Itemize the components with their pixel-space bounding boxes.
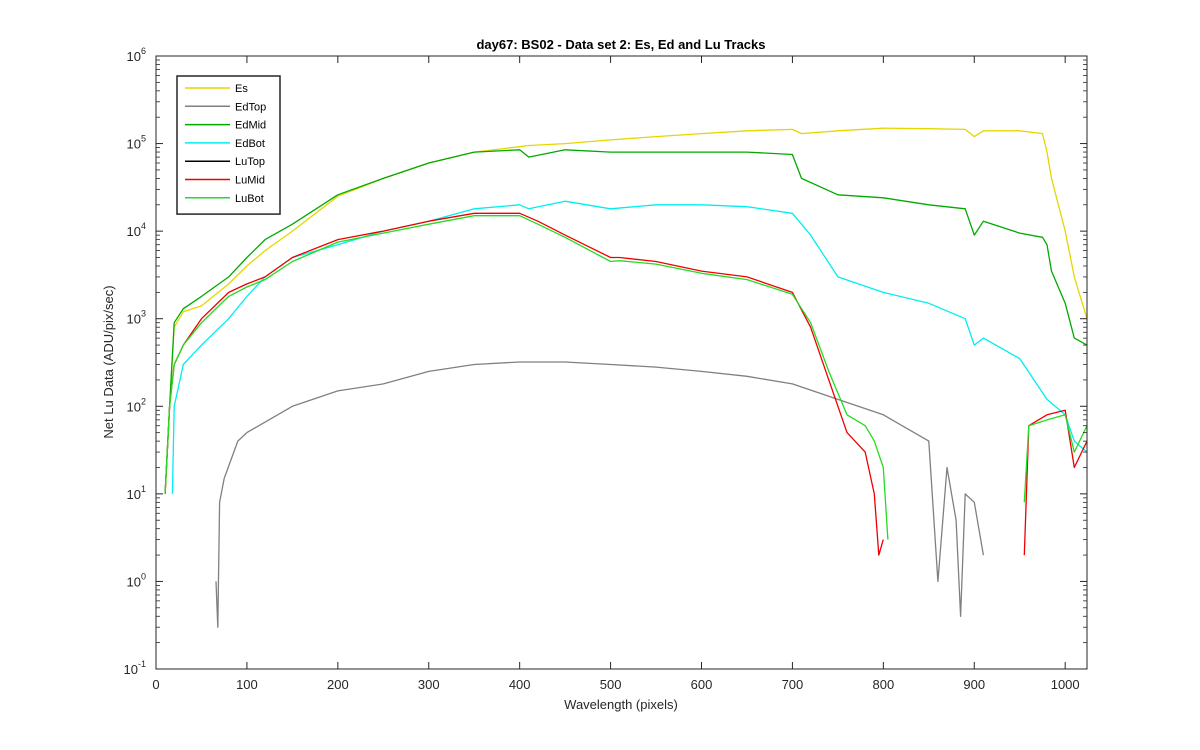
x-tick-label: 600 [691, 677, 713, 692]
legend-label-edtop: EdTop [235, 101, 266, 113]
x-tick-label: 0 [152, 677, 159, 692]
x-tick-label: 700 [782, 677, 804, 692]
series-layer [164, 127, 1087, 628]
legend-label-lutop: LuTop [235, 156, 265, 168]
series-line-es [164, 127, 1087, 494]
axes-layer: 0 100 200 300 400 500 600 700 800 900 1000 10-1 100 1… [124, 46, 1088, 692]
x-axis-label: Wavelength (pixels) [564, 697, 678, 712]
y-tick-label: 104 [127, 221, 146, 239]
legend-label-lubot: LuBot [235, 193, 264, 205]
legend-label-edmid: EdMid [235, 120, 266, 132]
series-line-edbot [171, 200, 1087, 494]
chart-title: day67: BS02 - Data set 2: Es, Ed and Lu … [476, 37, 765, 52]
legend-label-es: Es [235, 83, 248, 95]
legend-label-edbot: EdBot [235, 138, 265, 150]
x-tick-label: 300 [418, 677, 440, 692]
x-tick-label: 200 [327, 677, 349, 692]
x-tick-label: 800 [872, 677, 894, 692]
x-tick-label: 100 [236, 677, 258, 692]
legend-box [176, 75, 281, 215]
y-tick-label: 102 [127, 396, 146, 414]
series-line-lubot [164, 215, 1087, 540]
y-tick-label: 10-1 [124, 659, 146, 677]
x-tick-label: 1000 [1051, 677, 1080, 692]
legend-label-lumid: LuMid [235, 175, 265, 187]
y-tick-label: 103 [127, 309, 146, 327]
y-axis-label: Net Lu Data (ADU/pix/sec) [101, 285, 116, 438]
y-tick-label: 100 [127, 571, 146, 589]
legend: Es EdTop EdMid EdBot LuTop LuMid LuBot [176, 75, 281, 215]
y-tick-label: 101 [127, 484, 146, 502]
series-line-edmid [164, 149, 1087, 494]
series-line-edtop [215, 361, 985, 628]
x-tick-label: 900 [963, 677, 985, 692]
y-tick-label: 105 [127, 134, 146, 152]
y-tick-label: 106 [127, 46, 146, 64]
x-tick-label: 500 [600, 677, 622, 692]
plot-area [156, 56, 1087, 669]
x-tick-label: 400 [509, 677, 531, 692]
axes-box [155, 55, 1088, 670]
